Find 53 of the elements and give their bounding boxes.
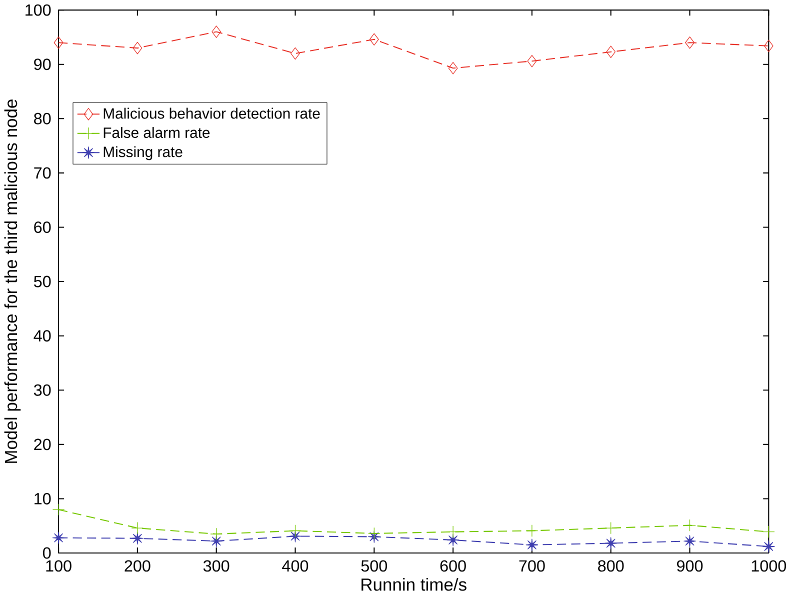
y-tick-label: 90 [34,58,51,70]
point [369,33,379,46]
x-tick-label: 300 [203,560,230,572]
point [289,524,302,537]
point [132,42,142,54]
point [54,36,64,49]
y-tick-label: 80 [34,112,51,124]
point [52,503,65,516]
y-axis-title: Model performance for the third malicious node [4,99,21,463]
point [446,526,460,538]
point [604,537,618,550]
x-tick-label: 400 [282,560,308,572]
y-tick-label: 40 [34,330,51,342]
point [52,532,65,544]
y-tick-label: 100 [26,4,51,16]
x-tick-label: 1000 [752,560,786,572]
point [290,47,300,60]
y-tick-label: 60 [34,221,51,233]
point [684,534,696,548]
point [685,36,694,49]
legend-label: False alarm rate [104,126,210,138]
point [446,534,460,546]
point [448,62,458,74]
x-tick-label: 100 [46,560,72,572]
point [526,538,538,551]
point [526,524,538,537]
point [212,26,222,38]
point [762,540,775,553]
y-tick-label: 30 [34,384,51,396]
x-tick-label: 900 [677,560,703,572]
x-tick-label: 600 [440,560,466,572]
y-tick-label: 50 [34,276,51,288]
x-tick-label: 200 [124,560,150,572]
point [368,527,380,540]
y-tick-label: 20 [34,438,51,450]
point [604,522,618,534]
y-tick-label: 0 [42,547,51,559]
legend-label: Malicious behavior detection rate [104,108,320,119]
point [210,534,222,548]
x-tick-label: 500 [361,560,388,572]
y-tick-label: 10 [34,492,51,504]
x-tick-label: 700 [519,560,545,572]
legend-label: Missing rate [104,146,182,160]
point [762,526,775,538]
point [131,522,144,534]
x-axis-title: Runnin time/s [362,578,466,591]
point [606,46,616,58]
point [131,532,144,544]
point [210,528,222,540]
point [527,54,537,68]
x-tick-label: 800 [598,560,624,572]
point [764,40,774,52]
y-tick-label: 70 [34,167,51,179]
